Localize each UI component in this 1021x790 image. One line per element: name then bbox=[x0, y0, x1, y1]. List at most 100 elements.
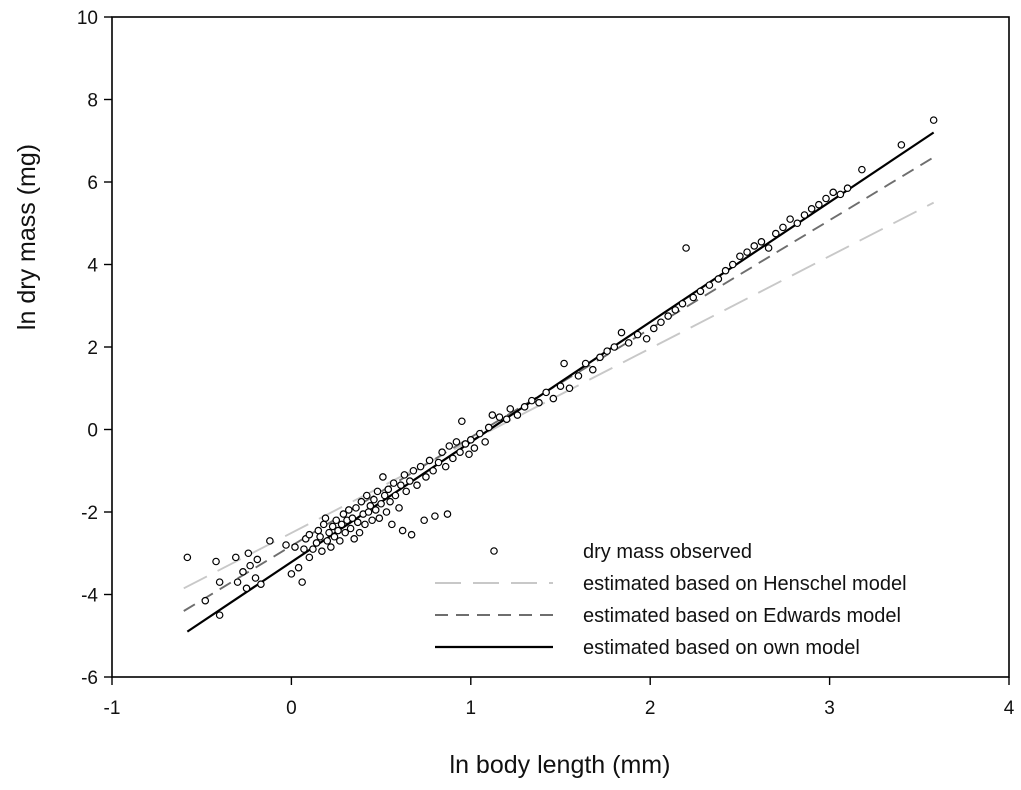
data-point bbox=[373, 487, 382, 496]
data-point bbox=[771, 229, 780, 238]
data-point bbox=[357, 497, 366, 506]
data-point bbox=[603, 347, 611, 355]
data-point bbox=[422, 473, 430, 481]
data-point bbox=[714, 275, 723, 283]
data-point bbox=[443, 510, 452, 518]
data-point bbox=[201, 596, 210, 605]
data-point bbox=[624, 339, 633, 347]
data-point bbox=[215, 578, 224, 586]
y-tick-label: 8 bbox=[87, 91, 98, 112]
data-point bbox=[642, 334, 651, 343]
data-point bbox=[836, 190, 845, 199]
data-point bbox=[897, 141, 906, 149]
data-point bbox=[300, 545, 308, 553]
data-point bbox=[431, 512, 439, 520]
data-point bbox=[239, 568, 247, 576]
x-tick-label: 0 bbox=[286, 698, 297, 719]
data-point bbox=[325, 528, 333, 537]
y-axis: -6 -4 -2 0 2 4 6 8 10 bbox=[77, 8, 112, 689]
data-point bbox=[366, 502, 375, 510]
data-point bbox=[352, 504, 360, 512]
data-point bbox=[361, 520, 369, 529]
data-point bbox=[330, 532, 339, 541]
x-tick-label: -1 bbox=[104, 698, 121, 719]
data-point bbox=[470, 444, 479, 452]
data-point bbox=[657, 318, 665, 327]
data-point bbox=[309, 545, 317, 553]
data-point bbox=[406, 477, 414, 485]
data-point bbox=[312, 539, 321, 547]
data-point bbox=[535, 398, 543, 407]
data-point bbox=[341, 528, 350, 537]
data-point bbox=[316, 532, 324, 541]
data-point bbox=[549, 394, 558, 403]
data-point bbox=[488, 411, 497, 419]
data-point bbox=[565, 384, 574, 393]
data-point bbox=[212, 557, 220, 566]
data-point bbox=[251, 574, 260, 582]
data-point bbox=[728, 260, 737, 269]
data-point bbox=[379, 473, 387, 481]
data-point bbox=[364, 508, 373, 516]
y-tick-label: 6 bbox=[87, 173, 98, 194]
data-point bbox=[291, 543, 299, 551]
data-point bbox=[339, 510, 348, 518]
x-axis-title: ln body length (mm) bbox=[450, 751, 671, 779]
data-point bbox=[382, 508, 391, 516]
x-tick-label: 3 bbox=[824, 698, 835, 719]
data-point bbox=[294, 563, 303, 572]
y-tick-label: 10 bbox=[77, 8, 98, 29]
data-point bbox=[242, 584, 251, 593]
data-point bbox=[231, 553, 240, 562]
y-tick-label: 2 bbox=[87, 338, 98, 359]
data-point bbox=[484, 423, 493, 432]
legend-label: estimated based on own model bbox=[583, 637, 860, 659]
data-point bbox=[610, 343, 619, 351]
data-point bbox=[757, 238, 766, 246]
data-point bbox=[445, 442, 454, 450]
data-point bbox=[466, 436, 475, 444]
data-point bbox=[388, 520, 396, 529]
data-point bbox=[800, 211, 809, 219]
data-point bbox=[253, 555, 262, 564]
data-point bbox=[429, 466, 437, 475]
data-point bbox=[682, 244, 690, 252]
legend-label: estimated based on Edwards model bbox=[583, 605, 901, 627]
data-point bbox=[438, 448, 446, 456]
data-point bbox=[305, 530, 314, 539]
legend-marker-point bbox=[490, 547, 498, 555]
data-point bbox=[400, 471, 409, 479]
data-point bbox=[371, 506, 380, 514]
data-point bbox=[395, 504, 403, 512]
data-point bbox=[345, 506, 353, 514]
data-point bbox=[458, 417, 466, 426]
data-point bbox=[581, 359, 590, 368]
data-point bbox=[328, 522, 337, 531]
data-point bbox=[441, 462, 450, 471]
y-tick-label: 4 bbox=[87, 256, 98, 277]
data-point bbox=[560, 359, 568, 368]
data-point bbox=[721, 266, 730, 275]
data-point bbox=[389, 479, 398, 487]
data-point bbox=[416, 462, 425, 471]
data-point bbox=[391, 491, 400, 500]
data-point bbox=[495, 413, 504, 421]
y-axis-title: ln dry mass (mg) bbox=[13, 144, 41, 330]
data-point bbox=[822, 194, 830, 203]
data-point bbox=[617, 328, 626, 337]
y-tick-label: -4 bbox=[81, 586, 98, 607]
data-point bbox=[334, 526, 342, 535]
data-point bbox=[481, 438, 489, 446]
data-point bbox=[380, 491, 389, 500]
data-point bbox=[664, 312, 672, 320]
data-point bbox=[402, 487, 411, 496]
data-point bbox=[348, 514, 357, 522]
data-point bbox=[542, 388, 550, 397]
x-tick-label: 4 bbox=[1004, 698, 1015, 719]
data-point bbox=[370, 495, 378, 504]
data-point bbox=[397, 481, 405, 489]
data-point bbox=[434, 458, 443, 467]
data-point bbox=[475, 429, 484, 438]
